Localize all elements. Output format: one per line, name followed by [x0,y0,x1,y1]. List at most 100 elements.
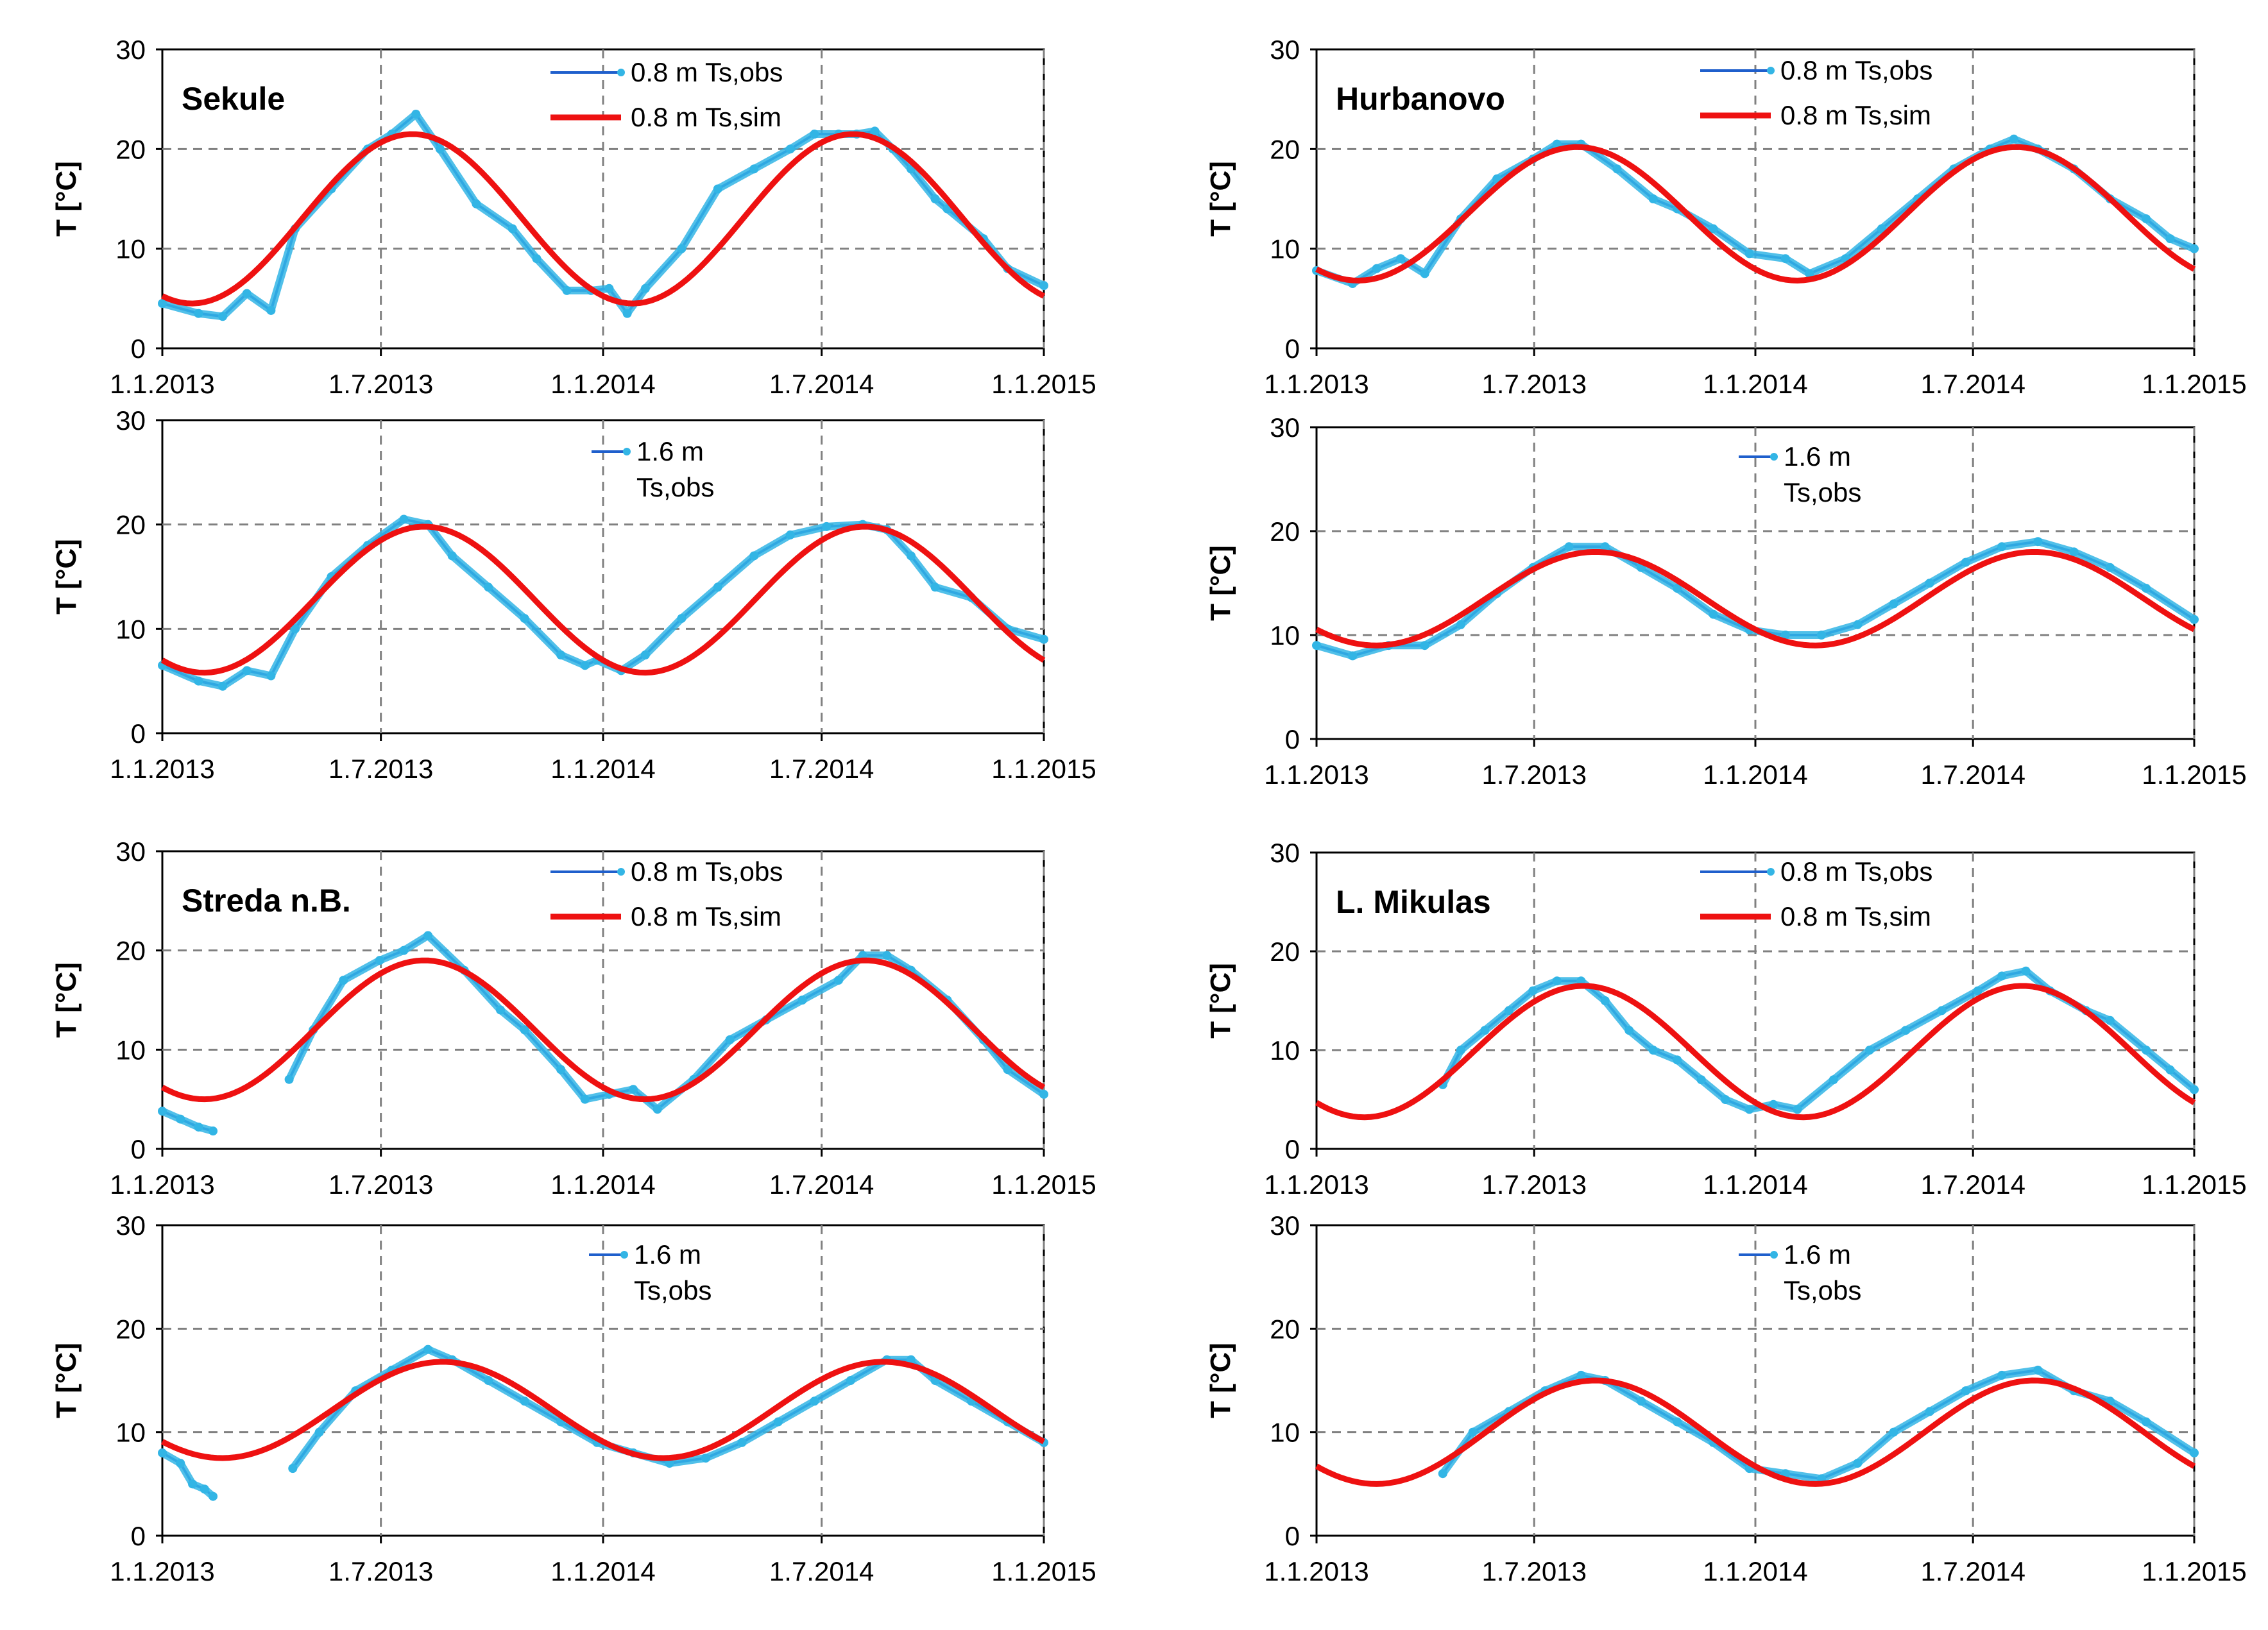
x-tick-label: 1.7.2014 [1920,369,2025,399]
y-tick-label: 30 [1270,838,1300,868]
legend-obs-label: 1.6 m [1784,1239,1851,1269]
y-axis-label: T [°C] [1205,545,1236,621]
legend: 1.6 m Ts,obs [589,1239,712,1305]
y-tick-label: 20 [1270,1314,1300,1344]
legend-sim-label: 0.8 m Ts,sim [631,102,781,132]
y-tick-label: 0 [1285,1134,1300,1164]
x-tick-label: 1.1.2013 [110,1169,215,1200]
x-tick-label: 1.1.2015 [2142,760,2247,790]
obs-series-band [1313,538,2198,660]
x-tick-label: 1.7.2013 [328,369,434,399]
x-tick-label: 1.1.2013 [1264,1169,1369,1200]
x-tick-label: 1.1.2015 [991,754,1096,784]
legend-obs-label: 0.8 m Ts,obs [1780,55,1932,85]
x-tick-label: 1.1.2015 [991,1556,1096,1586]
y-tick-label: 20 [1270,134,1300,164]
x-tick-label: 1.1.2015 [991,369,1096,399]
chart-panel-sekule-16: 0 10 20 30 1.1.2013 1.7.2013 1.1.2014 1.7.2014 1… [51,405,1096,784]
chart-panel-hurbanovo-16: 0 10 20 30 1.1.2013 1.7.2013 1.1.2014 1.7.2014 1… [1205,412,2247,790]
x-tick-label: 1.7.2013 [328,1169,434,1200]
x-tick-label: 1.1.2014 [1703,1556,1808,1586]
chart-panel-hurbanovo-08: 0 10 20 30 1.1.2013 1.7.2013 1.1.2014 1.7.2014 1… [1205,35,2247,399]
legend: 1.6 m Ts,obs [592,436,714,502]
sim-series-line [161,131,1046,307]
y-tick-label: 30 [1270,1210,1300,1241]
legend: 0.8 m Ts,obs 0.8 m Ts,sim [1700,856,1932,931]
obs-series-band [158,1107,217,1135]
y-tick-label: 20 [115,510,146,540]
y-axis-label: T [°C] [51,161,82,237]
x-tick-label: 1.7.2013 [1481,760,1587,790]
x-tick-label: 1.7.2014 [1920,1556,2025,1586]
legend-obs-label-2: Ts,obs [636,472,714,502]
y-tick-label: 20 [115,1314,146,1344]
legend: 1.6 m Ts,obs [1739,441,1861,507]
legend: 0.8 m Ts,obs 0.8 m Ts,sim [550,57,783,132]
x-tick-label: 1.1.2014 [550,754,656,784]
y-tick-label: 0 [1285,724,1300,754]
y-tick-label: 30 [1270,35,1300,65]
y-tick-label: 20 [115,936,146,966]
y-tick-label: 30 [115,1210,146,1241]
x-tick-label: 1.7.2014 [1920,760,2025,790]
station-title: L. Mikulas [1336,884,1491,920]
legend-obs-label: 1.6 m [1784,441,1851,471]
x-tick-label: 1.1.2013 [110,754,215,784]
legend-sim-label: 0.8 m Ts,sim [1780,901,1931,931]
y-tick-label: 20 [1270,516,1300,547]
x-tick-label: 1.1.2013 [1264,1556,1369,1586]
legend-sim-label: 0.8 m Ts,sim [1780,100,1931,130]
legend-obs-marker [620,1251,628,1259]
legend-obs-label-2: Ts,obs [634,1275,712,1305]
legend-obs-marker [1770,453,1778,461]
chart-panel-mikulas-16: 0 10 20 30 1.1.2013 1.7.2013 1.1.2014 1.7.2014 1… [1205,1210,2247,1586]
y-tick-label: 10 [115,1418,146,1448]
sim-series-line [1315,983,2196,1121]
x-tick-label: 1.7.2013 [328,754,434,784]
x-tick-label: 1.1.2014 [1703,760,1808,790]
y-tick-label: 0 [131,718,146,749]
x-tick-label: 1.1.2013 [1264,760,1369,790]
station-title: Sekule [182,81,285,117]
y-tick-label: 0 [131,1134,146,1164]
x-tick-label: 1.1.2014 [550,1556,656,1586]
y-tick-label: 0 [1285,1521,1300,1551]
x-tick-label: 1.1.2013 [1264,369,1369,399]
station-title: Streda n.B. [182,883,351,919]
x-tick-label: 1.1.2014 [1703,1169,1808,1200]
legend-obs-label: 0.8 m Ts,obs [631,856,783,887]
legend-obs-marker [1767,868,1775,876]
y-axis-label: T [°C] [1205,161,1236,237]
x-tick-label: 1.7.2014 [769,1169,874,1200]
legend-obs-marker [623,448,631,455]
y-tick-label: 30 [115,405,146,436]
x-tick-label: 1.1.2015 [991,1169,1096,1200]
x-tick-label: 1.1.2015 [2142,369,2247,399]
sim-series-line [160,957,1046,1103]
y-tick-label: 10 [1270,1418,1300,1448]
y-tick-label: 20 [1270,937,1300,967]
x-tick-label: 1.7.2014 [769,754,874,784]
y-tick-label: 10 [115,1035,146,1065]
x-tick-label: 1.1.2015 [2142,1169,2247,1200]
chart-panel-sekule-08: 0 10 20 30 1.1.2013 1.7.2013 1.1.2014 1.7.2014 1… [51,35,1096,399]
y-tick-label: 20 [115,134,146,164]
x-tick-label: 1.1.2014 [550,1169,656,1200]
y-tick-label: 10 [1270,234,1300,264]
sim-series-line [160,523,1046,676]
x-tick-label: 1.7.2013 [328,1556,434,1586]
x-tick-label: 1.7.2014 [769,1556,874,1586]
y-tick-label: 10 [115,614,146,644]
chart-panel-mikulas-08: 0 10 20 30 1.1.2013 1.7.2013 1.1.2014 1.7.2014 1… [1205,838,2247,1200]
y-tick-label: 30 [115,836,146,867]
y-tick-label: 30 [115,35,146,65]
legend-obs-label: 0.8 m Ts,obs [631,57,783,87]
x-tick-label: 1.7.2013 [1481,369,1587,399]
x-tick-label: 1.1.2014 [1703,369,1808,399]
legend-obs-marker [617,69,625,76]
y-tick-label: 0 [1285,334,1300,364]
legend-sim-label: 0.8 m Ts,sim [631,901,781,931]
x-tick-label: 1.7.2014 [1920,1169,2025,1200]
legend-obs-label: 1.6 m [634,1239,701,1269]
